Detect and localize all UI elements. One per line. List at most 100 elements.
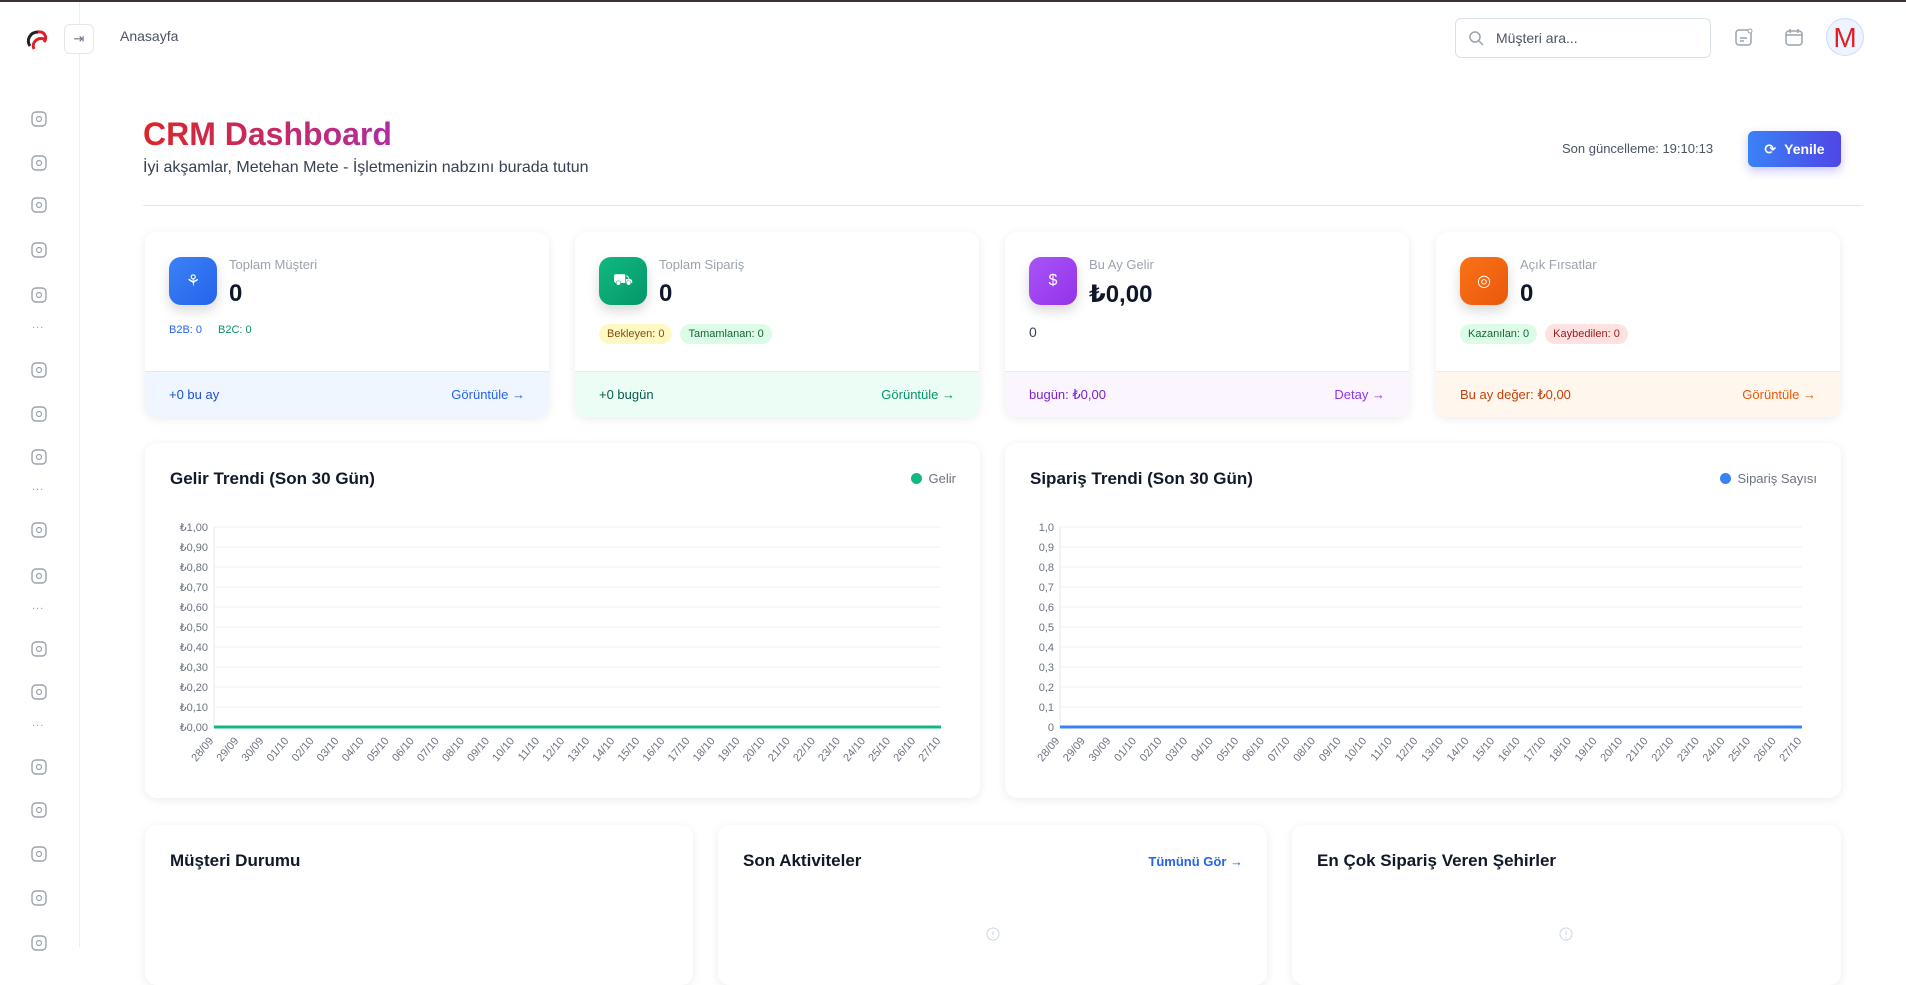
x-tick-label: 18/10 xyxy=(1547,735,1574,764)
card-value: ₺0,00 xyxy=(1089,280,1152,309)
users-icon[interactable] xyxy=(29,844,49,864)
x-tick-label: 10/10 xyxy=(490,735,517,764)
view-link[interactable]: Görüntüle → xyxy=(1742,387,1816,402)
message-icon[interactable] xyxy=(29,360,49,380)
camera-icon[interactable] xyxy=(29,933,49,953)
x-tick-label: 09/10 xyxy=(465,735,492,764)
info-icon xyxy=(986,927,1000,941)
x-tick-label: 06/10 xyxy=(1240,735,1267,764)
y-tick-label: 0,7 xyxy=(1039,582,1054,594)
collapse-sidebar-button[interactable]: ⇥ xyxy=(64,24,94,54)
x-tick-label: 20/10 xyxy=(741,735,768,764)
legend-label: Sipariş Sayısı xyxy=(1738,471,1817,486)
calendar-icon[interactable] xyxy=(1783,26,1805,48)
receipt-icon[interactable] xyxy=(29,757,49,777)
sidebar-separator: ... xyxy=(32,481,44,493)
view-link[interactable]: Görüntüle → xyxy=(451,387,525,402)
y-tick-label: 0,5 xyxy=(1039,622,1054,634)
x-tick-label: 05/10 xyxy=(1215,735,1242,764)
x-tick-label: 09/10 xyxy=(1317,735,1344,764)
book-icon[interactable] xyxy=(29,682,49,702)
pie-chart-icon[interactable] xyxy=(29,566,49,586)
search-box[interactable] xyxy=(1455,18,1711,58)
x-tick-label: 17/10 xyxy=(1522,735,1549,764)
see-all-link[interactable]: Tümünü Gör → xyxy=(1148,854,1243,869)
card-footer-text: +0 bugün xyxy=(599,387,654,402)
y-tick-label: ₺0,70 xyxy=(180,582,208,594)
card-value: 0 xyxy=(1520,280,1533,308)
x-tick-label: 27/10 xyxy=(1777,735,1804,764)
x-tick-label: 04/10 xyxy=(1189,735,1216,764)
x-tick-label: 12/10 xyxy=(1394,735,1421,764)
chart-legend[interactable]: Sipariş Sayısı xyxy=(1720,471,1817,486)
panel-title: Son Aktiviteler xyxy=(743,851,861,871)
hierarchy-icon[interactable] xyxy=(29,404,49,424)
x-tick-label: 16/10 xyxy=(1496,735,1523,764)
wallet-icon[interactable] xyxy=(29,520,49,540)
x-tick-label: 22/10 xyxy=(1649,735,1676,764)
x-tick-label: 01/10 xyxy=(1112,735,1139,764)
chart-legend[interactable]: Gelir xyxy=(911,471,956,486)
b2c-count: B2C: 0 xyxy=(218,324,252,336)
notes-icon[interactable] xyxy=(1733,26,1755,48)
help-icon[interactable] xyxy=(29,639,49,659)
building-icon[interactable] xyxy=(29,109,49,129)
x-tick-label: 14/10 xyxy=(1445,735,1472,764)
y-tick-label: ₺0,50 xyxy=(180,622,208,634)
briefcase-icon[interactable] xyxy=(29,447,49,467)
chart-title: Sipariş Trendi (Son 30 Gün) xyxy=(1030,469,1253,489)
x-tick-label: 13/10 xyxy=(1419,735,1446,764)
x-tick-label: 06/10 xyxy=(390,735,417,764)
x-tick-label: 11/10 xyxy=(1369,735,1395,763)
x-tick-label: 29/09 xyxy=(1061,735,1088,764)
breadcrumb[interactable]: Anasayfa xyxy=(120,28,178,44)
legend-swatch xyxy=(1720,473,1731,484)
x-tick-label: 03/10 xyxy=(315,735,342,764)
x-tick-label: 23/10 xyxy=(816,735,843,764)
x-tick-label: 15/10 xyxy=(616,735,643,764)
sidebar-separator: ... xyxy=(32,717,44,729)
x-tick-label: 08/10 xyxy=(1291,735,1318,764)
card-label: Açık Fırsatlar xyxy=(1520,257,1597,272)
search-input[interactable] xyxy=(1496,30,1686,46)
calendar-icon[interactable] xyxy=(29,800,49,820)
shield-icon[interactable] xyxy=(29,153,49,173)
refresh-button[interactable]: ⟳Yenile xyxy=(1748,131,1841,167)
network-icon[interactable] xyxy=(29,240,49,260)
x-tick-label: 07/10 xyxy=(1266,735,1293,764)
view-link[interactable]: Görüntüle → xyxy=(881,387,955,402)
card-footer-text: +0 bu ay xyxy=(169,387,219,402)
x-tick-label: 11/10 xyxy=(516,735,542,763)
dollar-icon: $ xyxy=(1029,257,1077,305)
x-tick-label: 19/10 xyxy=(1573,735,1600,764)
y-tick-label: ₺0,20 xyxy=(180,682,208,694)
x-tick-label: 14/10 xyxy=(591,735,618,764)
x-tick-label: 08/10 xyxy=(440,735,467,764)
document-chart-icon[interactable] xyxy=(29,285,49,305)
lost-badge: Kaybedilen: 0 xyxy=(1545,324,1628,344)
y-tick-label: ₺0,30 xyxy=(180,662,208,674)
card-value: 0 xyxy=(659,280,672,308)
top-cities-panel: En Çok Sipariş Veren Şehirler xyxy=(1292,825,1841,985)
x-tick-label: 03/10 xyxy=(1163,735,1190,764)
clipboard-icon[interactable] xyxy=(29,195,49,215)
settings-icon[interactable] xyxy=(29,888,49,908)
x-tick-label: 12/10 xyxy=(540,735,567,764)
x-tick-label: 21/10 xyxy=(766,735,793,764)
card-label: Toplam Sipariş xyxy=(659,257,744,272)
x-tick-label: 02/10 xyxy=(290,735,317,764)
x-tick-label: 07/10 xyxy=(415,735,442,764)
x-tick-label: 13/10 xyxy=(565,735,592,764)
x-tick-label: 24/10 xyxy=(1701,735,1728,764)
detail-link[interactable]: Detay → xyxy=(1334,387,1385,402)
y-tick-label: ₺0,60 xyxy=(180,602,208,614)
legend-label: Gelir xyxy=(929,471,956,486)
avatar[interactable]: M xyxy=(1826,18,1864,56)
info-icon xyxy=(1559,927,1573,941)
bag-icon: ◎ xyxy=(1460,257,1508,305)
y-tick-label: 0,2 xyxy=(1039,682,1054,694)
x-tick-label: 24/10 xyxy=(841,735,868,764)
x-tick-label: 19/10 xyxy=(716,735,743,764)
panel-title: En Çok Sipariş Veren Şehirler xyxy=(1317,851,1556,871)
